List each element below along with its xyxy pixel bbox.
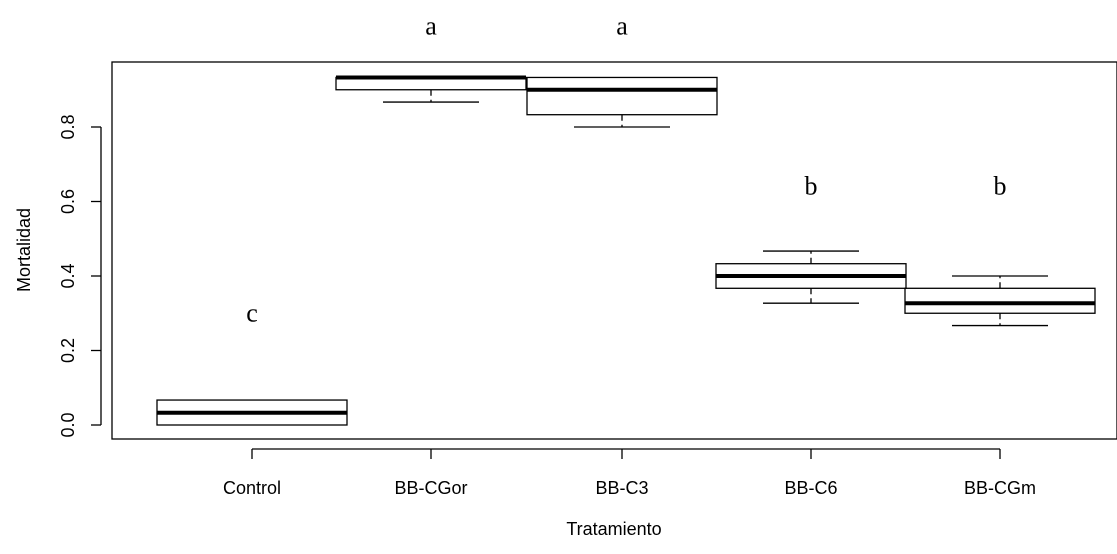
box-bb-c6 (715, 250, 907, 304)
group-letter-bb-cgor: a (425, 11, 437, 40)
x-axis-title: Tratamiento (566, 519, 661, 539)
x-tick-label: Control (223, 478, 281, 498)
box-rect (904, 287, 1096, 314)
x-axis: Control BB-CGor BB-C3 BB-C6 BB-CGm (223, 448, 1036, 498)
plot-frame (111, 61, 1117, 440)
y-tick-label: 0.2 (58, 338, 78, 363)
box-rect (526, 76, 718, 116)
box-control (156, 399, 348, 426)
box-bb-cgor (335, 75, 527, 103)
group-letter-bb-cgm: b (994, 172, 1007, 201)
group-letter-control: c (246, 298, 258, 327)
x-tick-label: BB-CGm (964, 478, 1036, 498)
box-bb-c3 (526, 76, 718, 128)
y-axis-title: Mortalidad (14, 208, 34, 292)
group-letters: c a a b b (246, 11, 1006, 327)
x-tick-label: BB-C3 (595, 478, 648, 498)
group-letter-bb-c6: b (805, 172, 818, 201)
boxes (156, 75, 1096, 426)
group-letter-bb-c3: a (616, 11, 628, 40)
y-tick-label: 0.6 (58, 189, 78, 214)
y-tick-label: 0.4 (58, 263, 78, 288)
x-tick-label: BB-C6 (784, 478, 837, 498)
x-tick-label: BB-CGor (394, 478, 467, 498)
y-tick-label: 0.0 (58, 412, 78, 437)
y-tick-label: 0.8 (58, 114, 78, 139)
box-bb-cgm (904, 275, 1096, 327)
y-axis: 0.0 0.2 0.4 0.6 0.8 (58, 114, 102, 438)
